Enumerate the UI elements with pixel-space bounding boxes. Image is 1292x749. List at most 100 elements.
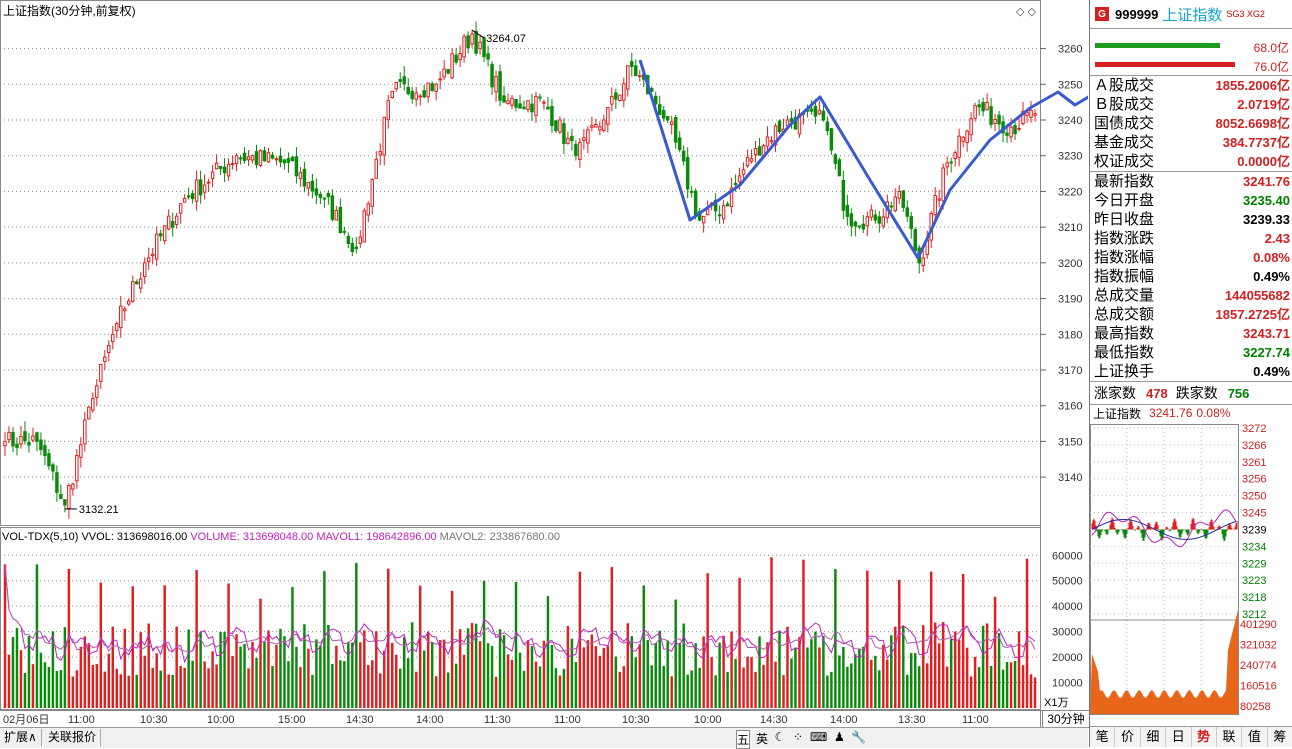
- tab-1[interactable]: 价: [1115, 727, 1141, 747]
- volume-bar: [343, 661, 346, 708]
- main-chart[interactable]: 上证指数(30分钟,前复权) ◇ ◇ 3260 3250 3240 3230 3220 321…: [0, 0, 1088, 747]
- candle-body: [701, 215, 706, 224]
- volume-bar: [854, 654, 857, 708]
- candle-body: [414, 92, 418, 100]
- volume-bar: [71, 676, 75, 708]
- price-tick-label: 3170: [1058, 365, 1082, 377]
- volume-bar: [790, 658, 793, 708]
- candle-body: [757, 146, 762, 156]
- candlestick-chart[interactable]: 上证指数(30分钟,前复权) ◇ ◇ 3260 3250 3240 3230 3220 321…: [0, 0, 1088, 727]
- price-tick-label: 3180: [1058, 329, 1082, 341]
- volume-bar: [878, 670, 881, 708]
- volume-bar: [450, 590, 454, 708]
- candle-body: [103, 356, 107, 362]
- volume-bar: [694, 643, 697, 708]
- volume-bar: [63, 627, 67, 708]
- candle-body: [354, 246, 359, 250]
- volume-bar: [582, 647, 586, 708]
- volume-bar: [638, 644, 642, 708]
- tab-2[interactable]: 细: [1141, 727, 1167, 747]
- volume-bar: [957, 640, 961, 708]
- candle-body: [27, 441, 31, 446]
- ime-english-icon[interactable]: 英: [756, 732, 769, 746]
- candle-body: [326, 192, 331, 198]
- tab-6[interactable]: 值: [1242, 727, 1268, 747]
- candle-body: [51, 464, 55, 472]
- g-icon[interactable]: G: [1095, 7, 1109, 21]
- stat-value: 3235.40: [1243, 193, 1290, 208]
- volume-bar: [1005, 661, 1009, 708]
- wrench-icon[interactable]: 🔧: [851, 730, 867, 744]
- mini-price-label: 3256: [1242, 474, 1266, 486]
- drawn-trend-line[interactable]: [638, 20, 1088, 260]
- intraday-mini-chart[interactable]: 3272 3266 3261 3256 3250 3245 3239 3234 3229 3223…: [1090, 424, 1292, 720]
- volume-bar: [27, 636, 31, 708]
- volume-bar: [542, 640, 546, 708]
- quote-sidebar: G 999999 上证指数 SG3 XG2 68.0亿 76.0亿 Ａ股成交 18…: [1089, 0, 1292, 747]
- volume-bar: [782, 675, 785, 708]
- candle-body: [638, 75, 642, 78]
- dots-icon[interactable]: ⁘: [793, 730, 804, 744]
- candle-body: [438, 78, 442, 81]
- candle-body: [945, 162, 949, 168]
- candle-body: [79, 444, 83, 458]
- ime-wubi-icon[interactable]: 五: [736, 730, 751, 749]
- candle-body: [406, 87, 410, 95]
- advance-label: 涨家数: [1094, 385, 1136, 401]
- tab-7[interactable]: 筹: [1268, 727, 1292, 747]
- volume-bar: [335, 645, 338, 708]
- candle-body: [1029, 109, 1033, 118]
- moon-icon[interactable]: ☾: [774, 730, 786, 744]
- related-quotes-button[interactable]: 关联报价: [44, 729, 102, 746]
- turnover-row-3: 基金成交 384.7737亿: [1090, 133, 1292, 152]
- candle-body: [470, 33, 474, 45]
- volume-bar: [989, 665, 993, 708]
- price-tick-label: 3210: [1058, 222, 1082, 234]
- candle-body: [166, 215, 171, 230]
- volume-bar: [323, 571, 326, 708]
- user-icon[interactable]: ♟: [833, 730, 845, 744]
- volume-bar: [746, 656, 749, 708]
- candle-body: [538, 96, 542, 99]
- turnover-label: Ｂ股成交: [1094, 96, 1155, 113]
- candle-body: [358, 236, 363, 244]
- candle-body: [873, 214, 878, 221]
- volume-bar: [898, 579, 901, 708]
- mini-vol-label: 80258: [1240, 701, 1271, 713]
- mini-price-label: 3223: [1242, 575, 1266, 587]
- tab-4[interactable]: 势: [1192, 727, 1217, 747]
- volume-bar: [307, 648, 310, 708]
- expand-button[interactable]: 扩展∧: [0, 729, 42, 746]
- volume-bar: [925, 663, 929, 708]
- keyboard-icon[interactable]: ⌨: [810, 730, 828, 744]
- candle-body: [498, 71, 502, 101]
- time-axis-label: 14:00: [416, 714, 444, 726]
- volume-bar: [570, 638, 574, 708]
- volume-bar: [395, 654, 398, 708]
- candle-body: [594, 124, 598, 128]
- mini-price-line: [1091, 509, 1237, 548]
- volume-bar: [622, 666, 626, 708]
- candle-body: [554, 120, 558, 132]
- candle-body: [622, 83, 626, 101]
- volume-bar: [550, 645, 554, 708]
- volume-bar: [838, 655, 841, 708]
- candle-body: [31, 435, 35, 441]
- volume-bar: [211, 651, 214, 708]
- volume-bar: [135, 674, 138, 708]
- volume-bar: [179, 665, 182, 708]
- period-selector[interactable]: 30分钟: [1042, 710, 1090, 728]
- candle-body: [178, 203, 183, 214]
- tab-0[interactable]: 笔: [1090, 727, 1116, 747]
- tab-3[interactable]: 日: [1166, 727, 1192, 747]
- tab-5[interactable]: 联: [1217, 727, 1243, 747]
- candle-body: [442, 68, 446, 78]
- candle-body: [246, 156, 251, 161]
- candle-body: [753, 148, 758, 156]
- volume-bar: [993, 596, 997, 708]
- volume-bar: [562, 668, 566, 708]
- candle-body: [150, 253, 155, 257]
- time-axis-label: 11:30: [484, 714, 511, 726]
- candle-body: [234, 155, 239, 165]
- volume-bar: [894, 626, 897, 708]
